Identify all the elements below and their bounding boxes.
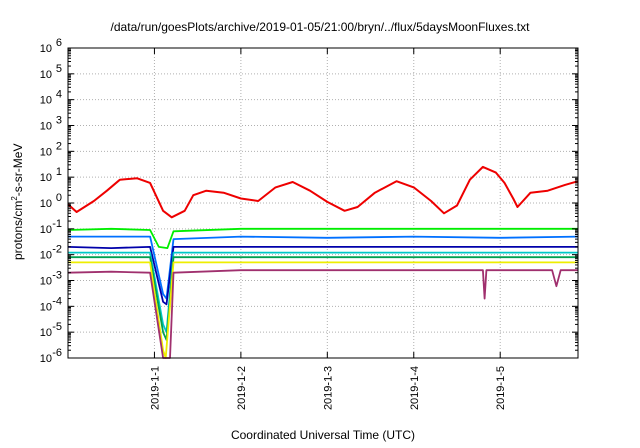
series-line-blue	[68, 235, 579, 300]
series-layer	[67, 165, 579, 359]
y-tick-label-exponent: -3	[52, 270, 62, 282]
y-tick-label: 10	[40, 95, 52, 107]
y-tick-label-exponent: 5	[56, 63, 62, 75]
series-line-yellow	[68, 261, 578, 359]
y-tick-label-exponent: 3	[56, 115, 62, 127]
y-tick-label: 10	[40, 43, 52, 55]
y-tick-label: 10	[40, 69, 52, 81]
y-tick-label-exponent: -4	[52, 295, 62, 307]
x-tick-label: 2019-1-5	[495, 366, 507, 410]
y-tick-label-exponent: 1	[56, 166, 62, 178]
x-tick-label: 2019-1-1	[149, 366, 161, 410]
y-tick-label: 10	[40, 121, 52, 133]
x-tick-label: 2019-1-3	[322, 366, 334, 410]
y-tick-label-exponent: 4	[56, 89, 62, 101]
y-tick-label: 10	[40, 198, 52, 210]
y-axis-label: protons/cm2-s-sr-MeV	[10, 143, 25, 260]
chart-title: /data/run/goesPlots/archive/2019-01-05/2…	[110, 20, 530, 34]
y-tick-label-exponent: 2	[56, 140, 62, 152]
series-line-cyan	[68, 251, 578, 334]
series-line-purple	[67, 269, 578, 359]
x-axis-label: Coordinated Universal Time (UTC)	[230, 428, 416, 442]
y-tick-label: 10	[40, 250, 52, 262]
x-axis-ticks: 2019-1-1 2019-1-2 2019-1-3 2019-1-4 2019-1-5	[149, 48, 507, 410]
series-line-red	[67, 165, 579, 219]
grid	[68, 48, 578, 358]
y-tick-label: 10	[40, 224, 52, 236]
y-tick-label-exponent: -1	[52, 218, 62, 230]
y-tick-label: 10	[40, 276, 52, 288]
series-line-teal	[68, 256, 578, 341]
y-axis-ticks: 10 -610 -510 -410 -310 -210 -110 010 110 210 310 41…	[40, 37, 578, 365]
series-line-navy	[67, 245, 578, 306]
y-tick-label-exponent: -6	[52, 347, 62, 359]
y-tick-label-exponent: 6	[56, 37, 62, 49]
y-tick-label: 10	[40, 353, 52, 365]
y-tick-label: 10	[40, 172, 52, 184]
x-tick-label: 2019-1-2	[236, 366, 248, 410]
y-tick-label: 10	[40, 327, 52, 339]
x-tick-label: 2019-1-4	[409, 366, 421, 410]
y-tick-label: 10	[40, 146, 52, 158]
y-tick-label-exponent: -5	[52, 321, 62, 333]
y-tick-label: 10	[40, 301, 52, 313]
y-tick-label-exponent: -2	[52, 244, 62, 256]
series-line-green	[67, 227, 578, 250]
y-tick-label-exponent: 0	[56, 192, 62, 204]
